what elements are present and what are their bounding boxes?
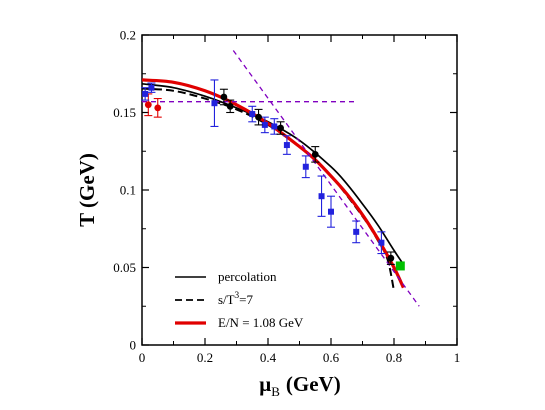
data-point <box>277 124 284 132</box>
data-point <box>395 261 405 271</box>
x-tick-label: 0.8 <box>386 350 402 365</box>
data-point <box>144 101 152 109</box>
diagonal-dashed-line <box>232 50 420 307</box>
y-tick-label: 0.15 <box>113 105 136 120</box>
legend-entropy-tail: =7 <box>239 292 253 307</box>
x-axis-subscript: B <box>271 384 280 399</box>
y-axis-title: T (GeV) <box>75 153 99 227</box>
x-tick-label: 1 <box>454 350 461 365</box>
data-point <box>302 163 309 170</box>
axis-ticks <box>141 34 458 346</box>
x-tick-label: 0.6 <box>323 350 340 365</box>
x-axis-title: μB (GeV) <box>259 372 340 399</box>
legend-entropy-sup: 3 <box>235 290 240 300</box>
legend-label-percolation: percolation <box>218 269 277 284</box>
data-point <box>283 142 290 149</box>
data-point <box>154 104 162 112</box>
data-point <box>311 150 319 158</box>
x-tick-label: 0 <box>139 350 146 365</box>
data-point <box>148 84 155 91</box>
data-point <box>226 102 234 110</box>
x-tick-label: 0.2 <box>197 350 213 365</box>
data-point <box>211 100 218 107</box>
data-point <box>318 193 325 200</box>
y-tick-label: 0.2 <box>120 28 136 43</box>
legend-entropy-main: s/T <box>218 292 235 307</box>
data-point <box>261 121 268 128</box>
data-point <box>142 90 149 97</box>
x-axis-unit: (GeV) <box>286 372 341 396</box>
entropy-curve <box>142 87 395 292</box>
legend-label-energy: E/N = 1.08 GeV <box>218 315 304 330</box>
x-axis-symbol: μ <box>259 372 271 396</box>
percolation-curve <box>142 82 405 265</box>
curves-layer <box>142 50 420 307</box>
legend: percolation s/T3=7 E/N = 1.08 GeV <box>175 269 304 330</box>
tick-labels: 0 0.2 0.4 0.6 0.8 1 0 0.05 0.1 0.15 0.2 <box>113 28 460 366</box>
data-point <box>387 254 395 262</box>
data-point <box>249 111 256 118</box>
data-point <box>328 208 334 215</box>
data-point <box>255 113 262 121</box>
data-point <box>220 93 228 101</box>
x-tick-label: 0.4 <box>260 350 277 365</box>
y-tick-label: 0.05 <box>113 260 136 275</box>
data-point <box>353 228 360 235</box>
data-points-layer <box>141 79 405 271</box>
energy-per-particle-curve <box>142 78 405 289</box>
legend-label-entropy: s/T3=7 <box>218 290 253 307</box>
plot-frame <box>141 34 458 346</box>
data-point <box>378 239 385 246</box>
y-tick-label: 0.1 <box>120 183 136 198</box>
data-point <box>271 123 278 130</box>
y-tick-label: 0 <box>130 338 137 353</box>
